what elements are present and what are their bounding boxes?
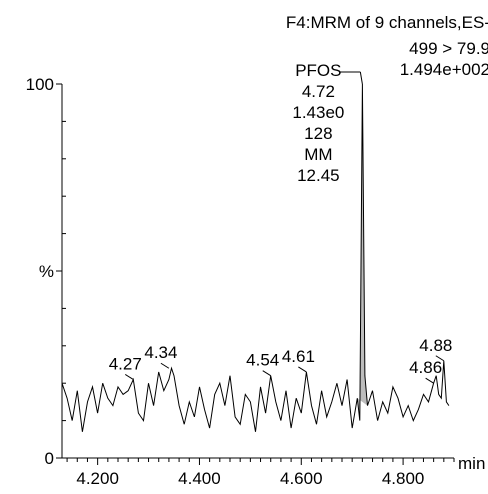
annotation-layer: 4.274.34 4.54 4.61 4.86 4.88 PFOS 4.72 1.43e0 12… — [109, 61, 452, 384]
peak-label-leader — [435, 355, 445, 362]
peak-label: 4.54 — [246, 351, 279, 370]
axes: 0% 100 4.200 4.400 4.600 4.800 min — [26, 75, 486, 488]
trace-layer — [61, 83, 450, 432]
main-peak-label-line: 128 — [304, 124, 332, 143]
x-tick-label: 4.200 — [76, 469, 119, 488]
peak-fill-layer — [357, 84, 368, 421]
trace-line — [61, 83, 450, 432]
y-tick-label: 0 — [45, 449, 54, 468]
peak-label-leader — [425, 377, 434, 384]
peak-label: 4.27 — [109, 354, 142, 373]
main-peak-leader — [359, 71, 363, 85]
header-intensity: 1.494e+002 — [400, 60, 488, 79]
peak-label: 4.86 — [409, 358, 442, 377]
header-title: F4:MRM of 9 channels,ES- — [286, 13, 488, 32]
peak-fill — [357, 84, 368, 421]
main-peak-label-line: 1.43e0 — [292, 103, 344, 122]
main-peak-label-line: 4.72 — [302, 82, 335, 101]
peak-label: 4.61 — [282, 347, 315, 366]
peak-label: 4.34 — [144, 343, 177, 362]
x-axis-label: min — [458, 454, 485, 473]
peak-label: 4.88 — [419, 336, 452, 355]
peak-label-leader — [298, 366, 307, 373]
x-tick-label: 4.400 — [178, 469, 221, 488]
peak-label-leader — [125, 374, 134, 380]
y-tick-label: % — [39, 262, 54, 281]
y-tick-label: 100 — [26, 75, 54, 94]
x-tick-label: 4.800 — [382, 469, 425, 488]
main-peak-label-line: MM — [304, 145, 332, 164]
x-tick-label: 4.600 — [280, 469, 323, 488]
header-transition: 499 > 79.9 — [409, 39, 488, 58]
peak-label-leader — [160, 362, 170, 369]
main-peak-label-line: PFOS — [295, 61, 341, 80]
main-peak-label-line: 12.45 — [297, 166, 340, 185]
peak-label-leader — [262, 370, 271, 377]
